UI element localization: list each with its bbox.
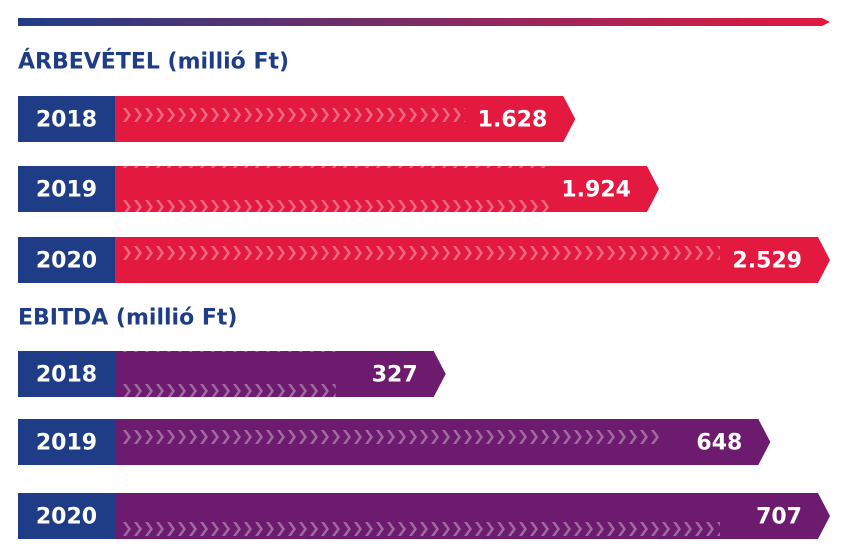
category-box [18,237,115,283]
value-label: 1.628 [478,108,548,133]
category-box [18,166,115,212]
value-label: 2.529 [732,249,802,274]
value-label: 648 [696,431,742,456]
category-label: 2020 [36,505,97,530]
chevrons [123,419,661,465]
chevrons [123,493,720,539]
value-label: 327 [372,363,418,388]
category-label: 2019 [36,431,97,456]
value-label: 1.924 [561,178,631,203]
category-box [18,493,115,539]
value-label: 707 [756,505,802,530]
chevrons [123,237,720,283]
chevrons [123,351,336,397]
chart-title: EBITDA (millió Ft) [18,306,237,331]
category-label: 2018 [36,108,97,133]
chevrons [123,166,549,212]
category-label: 2020 [36,249,97,274]
category-label: 2019 [36,178,97,203]
category-box [18,419,115,465]
top-rule [18,18,830,26]
chart-title: ÁRBEVÉTEL (millió Ft) [18,49,289,75]
category-box [18,96,115,142]
category-label: 2018 [36,363,97,388]
chevrons [123,96,466,142]
category-box [18,351,115,397]
